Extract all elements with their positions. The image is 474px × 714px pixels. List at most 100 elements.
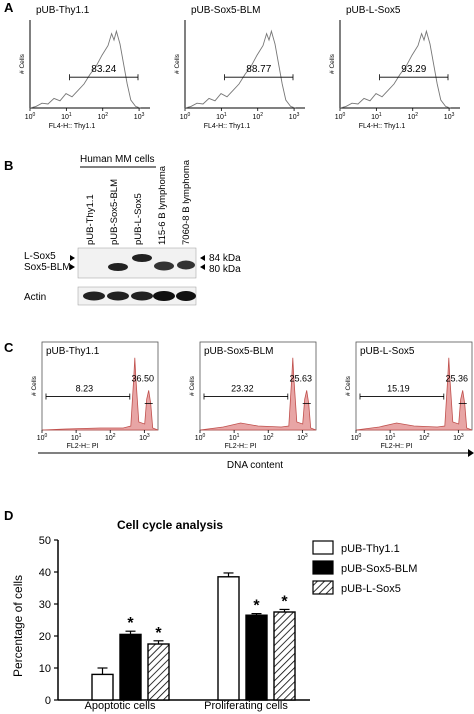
panel-c-letter: C xyxy=(4,340,14,355)
histogram-x-label: FL4-H:: Thy1.1 xyxy=(204,123,251,130)
histogram-title: pUB-Thy1.1 xyxy=(46,346,100,357)
lane-label: 115-6 B lymphoma xyxy=(157,165,168,245)
x-tick-label: 101 xyxy=(71,433,82,442)
band-arrow-icon xyxy=(200,264,205,270)
gate-value: 93.29 xyxy=(401,64,426,75)
chart-title: Cell cycle analysis xyxy=(117,518,223,532)
x-tick-label: 102 xyxy=(252,112,263,121)
histogram-title: pUB-L-Sox5 xyxy=(346,5,401,16)
x-tick-label: 103 xyxy=(297,433,308,442)
histogram-curve xyxy=(29,29,141,109)
x-tick-label: 102 xyxy=(263,433,274,442)
blot-band xyxy=(83,291,105,301)
legend-swatch xyxy=(312,580,334,595)
blot-band xyxy=(177,260,195,270)
x-tick-label: 100 xyxy=(25,112,36,121)
histogram-title: pUB-Sox5-BLM xyxy=(204,346,273,357)
gate-value: 83.24 xyxy=(91,64,116,75)
histogram-area xyxy=(355,357,473,431)
band-arrow-icon xyxy=(70,255,75,261)
x-tick-label: 101 xyxy=(371,112,382,121)
blot-band xyxy=(132,254,152,262)
band-arrow-icon xyxy=(200,255,205,261)
chart-legend: pUB-Thy1.1 pUB-Sox5-BLM pUB-L-Sox5 xyxy=(312,540,417,595)
histogram-x-label: FL4-H:: Thy1.1 xyxy=(49,123,96,130)
blot-band xyxy=(108,263,128,271)
blot-band xyxy=(154,261,174,271)
significance-marker: * xyxy=(253,598,260,615)
x-tick-label: 103 xyxy=(444,112,455,121)
bar xyxy=(147,643,170,701)
y-tick-label: 30 xyxy=(39,599,51,611)
significance-marker: * xyxy=(127,615,134,632)
histogram-y-label: # Cells xyxy=(174,53,181,74)
panel-d-letter: D xyxy=(4,508,13,523)
legend-label: pUB-Thy1.1 xyxy=(341,543,400,555)
x-tick-label: 101 xyxy=(61,112,72,121)
gate-value: 88.77 xyxy=(246,64,271,75)
lane-label: pUB-Thy1.1 xyxy=(85,194,96,245)
mw-label-84: 84 kDa xyxy=(209,253,241,264)
x-tick-label: 100 xyxy=(195,433,206,442)
histogram-y-label: # Cells xyxy=(31,375,38,396)
histogram-area xyxy=(41,357,159,431)
gate-value: 15.19 xyxy=(387,384,410,394)
x-tick-label: Proliferating cells xyxy=(204,700,288,712)
blot-band xyxy=(176,291,196,301)
histogram-y-label: # Cells xyxy=(329,53,336,74)
panel-c: pUB-Thy1.1 # Cells 8.23 36.50 100 101 102 103 FL… xyxy=(31,341,473,450)
x-tick-label: 101 xyxy=(229,433,240,442)
x-tick-label: 101 xyxy=(216,112,227,121)
panel-b-letter: B xyxy=(4,158,13,173)
dna-content-label: DNA content xyxy=(227,460,283,471)
histogram-y-label: # Cells xyxy=(345,375,352,396)
x-tick-label: 102 xyxy=(105,433,116,442)
legend-swatch xyxy=(312,540,334,555)
x-tick-label: Apoptotic cells xyxy=(85,700,156,712)
histogram-title: pUB-L-Sox5 xyxy=(360,346,415,357)
bar-chart: 0 10 20 30 40 50 Apoptotic cells * * Proliferatin… xyxy=(39,535,310,712)
y-tick-label: 40 xyxy=(39,567,51,579)
x-tick-label: 100 xyxy=(335,112,346,121)
x-tick-label: 103 xyxy=(139,433,150,442)
bar xyxy=(273,611,296,701)
gate-value: 23.32 xyxy=(231,384,254,394)
sox5-blot xyxy=(77,247,197,279)
histogram-x-label: FL2-H:: PI xyxy=(381,443,413,450)
x-tick-label: 102 xyxy=(407,112,418,121)
mw-label-80: 80 kDa xyxy=(209,264,241,275)
histogram-curve xyxy=(339,29,451,109)
panel-a: pUB-Thy1.1 # Cells 83.24 100 101 102 103 FL4-H:… xyxy=(19,5,460,130)
y-tick-label: 50 xyxy=(39,535,51,547)
legend-swatch xyxy=(312,560,334,575)
arrow-right-icon xyxy=(468,449,474,457)
x-tick-label: 103 xyxy=(134,112,145,121)
x-tick-label: 100 xyxy=(180,112,191,121)
x-tick-label: 102 xyxy=(419,433,430,442)
histogram-x-label: FL2-H:: PI xyxy=(67,443,99,450)
gate-value: 36.50 xyxy=(131,374,154,384)
y-tick-label: 0 xyxy=(45,695,51,707)
x-tick-label: 101 xyxy=(385,433,396,442)
blot-band xyxy=(131,291,153,301)
gate-value: 25.36 xyxy=(445,374,468,384)
blot-band xyxy=(153,291,175,301)
band-arrow-icon xyxy=(70,264,75,270)
chart-y-label: Percentage of cells xyxy=(11,575,25,677)
x-tick-label: 103 xyxy=(289,112,300,121)
blot-band xyxy=(107,291,129,301)
histogram-title: pUB-Thy1.1 xyxy=(36,5,90,16)
x-tick-label: 102 xyxy=(97,112,108,121)
histogram-title: pUB-Sox5-BLM xyxy=(191,5,260,16)
y-tick-label: 10 xyxy=(39,663,51,675)
lane-label: 7060-8 B lymphoma xyxy=(181,159,192,245)
histogram-area xyxy=(199,357,317,431)
actin-blot xyxy=(77,286,197,306)
bar xyxy=(245,614,268,701)
blot-lane-labels: pUB-Thy1.1 pUB-Sox5-BLM pUB-L-Sox5 115-6… xyxy=(85,159,192,245)
blot-label-lsox5: L-Sox5 xyxy=(24,251,56,262)
histogram-x-label: FL2-H:: PI xyxy=(225,443,257,450)
blot-background xyxy=(77,247,197,279)
x-tick-label: 100 xyxy=(37,433,48,442)
